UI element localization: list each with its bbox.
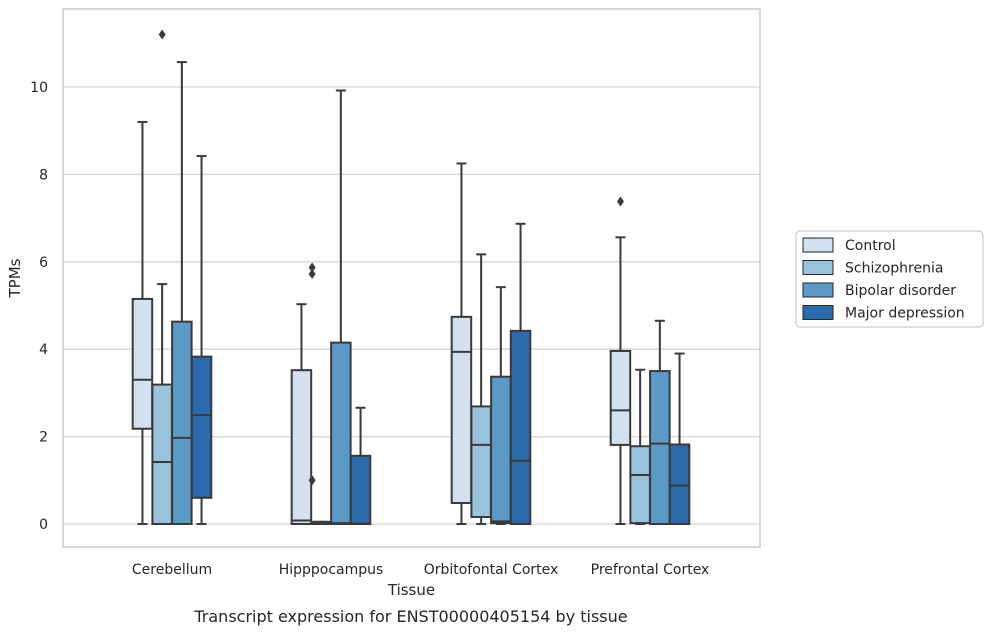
legend-label: Control bbox=[845, 238, 896, 254]
y-tick-label: 10 bbox=[30, 80, 48, 96]
legend-label: Schizophrenia bbox=[845, 261, 943, 277]
y-tick-label: 4 bbox=[39, 342, 48, 358]
y-tick-label: 8 bbox=[39, 167, 48, 183]
box bbox=[629, 445, 651, 525]
legend-swatch bbox=[802, 237, 834, 253]
x-tick-label: Cerebellum bbox=[132, 562, 212, 578]
box-schizophrenia-0 bbox=[151, 29, 173, 525]
box-major-depression-3 bbox=[668, 352, 691, 525]
x-axis-title: Tissue bbox=[387, 581, 435, 599]
y-tick-label: 6 bbox=[39, 255, 48, 271]
box bbox=[290, 369, 313, 525]
legend-swatch bbox=[802, 282, 834, 298]
box-marks bbox=[131, 29, 691, 526]
outlier-point bbox=[308, 269, 316, 280]
box bbox=[609, 349, 632, 446]
box bbox=[470, 405, 492, 519]
box-schizophrenia-1 bbox=[310, 520, 332, 526]
box bbox=[509, 329, 532, 526]
x-tick-labels: Cerebellum Hipppocampus Orbitofontal Corte… bbox=[132, 562, 709, 578]
box-bipolar-disorder-1 bbox=[330, 89, 352, 525]
box-control-0 bbox=[131, 120, 154, 525]
box-control-2 bbox=[450, 162, 473, 525]
y-tick-label: 0 bbox=[39, 517, 48, 533]
box-bipolar-disorder-0 bbox=[171, 61, 193, 525]
box-control-1 bbox=[290, 303, 313, 525]
outlier-point bbox=[308, 475, 316, 486]
legend: Control Schizophrenia Bipolar disorder Majo… bbox=[795, 230, 984, 328]
outlier-point bbox=[158, 29, 166, 40]
box bbox=[649, 370, 671, 525]
box-major-depression-2 bbox=[509, 222, 532, 526]
box bbox=[171, 320, 193, 525]
x-tick-label: Hipppocampus bbox=[279, 562, 384, 578]
legend-swatch bbox=[802, 305, 834, 320]
box-major-depression-1 bbox=[349, 406, 372, 525]
box bbox=[131, 297, 154, 430]
x-tick-label: Orbitofontal Cortex bbox=[424, 562, 559, 578]
box-control-3 bbox=[609, 196, 632, 525]
box bbox=[330, 341, 352, 525]
box bbox=[151, 383, 173, 525]
box-schizophrenia-2 bbox=[470, 253, 492, 525]
box-bipolar-disorder-3 bbox=[649, 319, 671, 525]
box bbox=[450, 315, 473, 505]
plot-frame bbox=[62, 8, 761, 548]
outlier-point bbox=[308, 262, 316, 273]
box-bipolar-disorder-2 bbox=[490, 286, 512, 525]
box bbox=[349, 454, 372, 525]
box bbox=[190, 355, 213, 499]
y-axis-title: TPMs bbox=[6, 258, 24, 298]
chart-title: Transcript expression for ENST0000040515… bbox=[193, 607, 627, 626]
legend-frame bbox=[795, 230, 984, 328]
outlier-point bbox=[616, 196, 624, 207]
x-tick-label: Prefrontal Cortex bbox=[591, 562, 710, 578]
legend-label: Bipolar disorder bbox=[845, 283, 956, 299]
legend-label: Major depression bbox=[845, 306, 965, 322]
y-tick-label: 2 bbox=[39, 430, 48, 446]
box bbox=[668, 443, 691, 525]
box-schizophrenia-3 bbox=[629, 368, 651, 525]
legend-swatch bbox=[802, 260, 834, 275]
y-tick-labels: 0 2 4 6 8 10 bbox=[30, 80, 48, 533]
box-major-depression-0 bbox=[190, 155, 213, 525]
box bbox=[490, 375, 512, 525]
